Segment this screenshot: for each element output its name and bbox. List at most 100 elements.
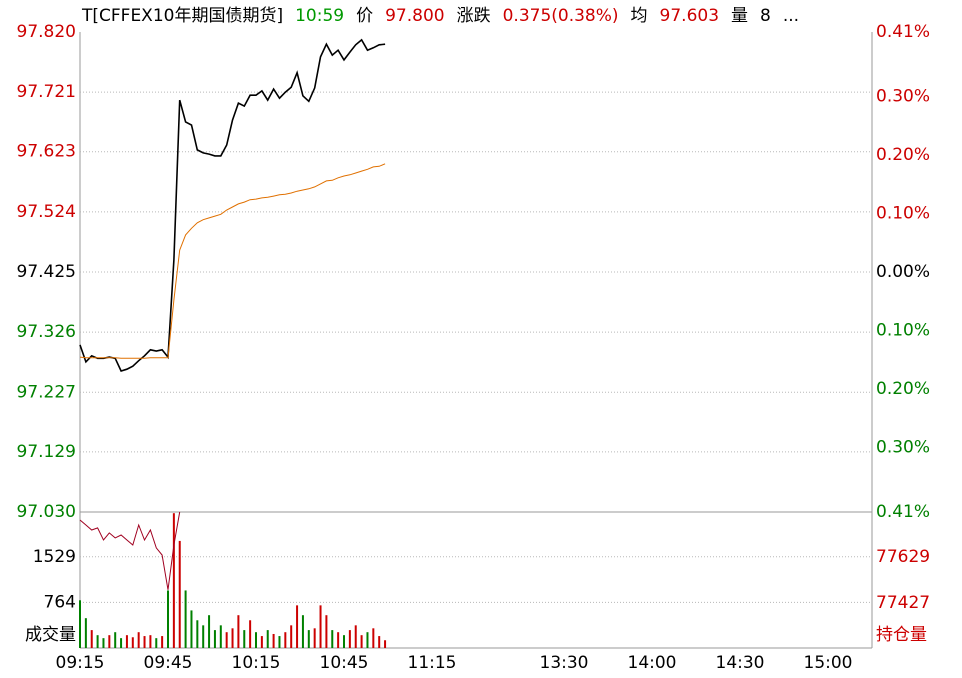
x-tick-label: 15:00 [804,653,853,673]
y2-tick-label: 0.00% [876,262,930,282]
x-tick-label: 13:30 [540,653,589,673]
volume-bar [296,605,299,648]
header-item: 97.800 [385,6,444,26]
volume-bar [225,632,228,648]
y-tick-label: 97.227 [17,382,76,402]
quote-header: T[CFFEX10年期国债期货] 10:59 价 97.800 涨跌 0.375(0.38… [81,6,799,26]
volume-bar [260,636,263,648]
volume-bar [96,635,99,648]
y2-tick-label: 0.30% [876,86,930,106]
volume-bar [278,636,281,648]
y-tick-label: 97.129 [17,442,76,462]
volume-bar [343,635,345,648]
volume-bar [178,540,181,648]
volume-bar [284,632,287,648]
volume-bar [266,630,269,648]
volume-bar [155,638,158,648]
header-item: 8 [760,6,771,26]
volume-tick-label: 1529 [33,547,76,567]
volume-bar [384,640,387,648]
volume-bar [319,605,322,648]
oi-label: 持仓量 [876,625,927,645]
oi-tick-label: 77629 [876,547,930,567]
header-item: 涨跌 [457,6,491,26]
header-item: 10:59 [295,6,344,26]
volume-bar [172,513,175,648]
y-tick-label: 97.820 [17,22,76,42]
y2-tick-label: 0.20% [876,379,930,399]
volume-label: 成交量 [25,625,76,645]
volume-tick-label: 764 [44,592,76,612]
volume-bar [190,610,193,648]
open-interest-line [79,511,181,590]
header-item: 量 [731,6,748,26]
volume-bar [307,630,310,648]
y-tick-label: 97.030 [17,502,76,522]
volume-bar [131,637,134,648]
header-item: ... [783,6,799,26]
volume-bar [255,632,257,648]
volume-bar [202,625,205,648]
volume-bar [208,615,211,648]
volume-bar [360,635,363,648]
volume-bar [114,632,117,648]
volume-bar [331,630,334,648]
y-tick-label: 97.623 [17,142,76,162]
volume-bar [196,620,199,648]
volume-bar [213,630,216,648]
volume-bar [237,615,240,648]
header-item: 均 [631,6,648,26]
volume-bar [108,635,111,648]
y2-tick-label: 0.41% [876,22,930,42]
y-tick-label: 97.524 [17,202,76,222]
average-line [79,163,386,359]
volume-bar [272,633,275,648]
x-tick-label: 09:45 [144,653,193,673]
x-tick-label: 10:15 [232,653,281,673]
header-item: T[CFFEX10年期国债期货] [81,6,283,26]
volume-bar [354,625,357,648]
volume-bar [301,615,304,648]
volume-bar [337,632,340,648]
volume-bar [219,625,222,648]
volume-bar [143,636,146,648]
y-tick-label: 97.721 [17,82,76,102]
y-tick-label: 97.425 [17,262,76,282]
volume-bar [125,635,128,648]
volume-bar [90,630,93,648]
volume-bar [231,628,234,648]
volume-bar [372,628,375,648]
y2-tick-label: 0.30% [876,438,930,458]
volume-bar [325,615,328,648]
oi-tick-label: 77427 [876,593,930,613]
volume-bar [137,632,140,648]
y2-tick-label: 0.20% [876,145,930,165]
x-tick-label: 09:15 [56,653,105,673]
x-tick-label: 10:45 [320,653,369,673]
y2-tick-label: 0.10% [876,321,930,341]
volume-bar [84,618,87,648]
volume-bar [102,638,105,648]
y-tick-label: 97.326 [17,322,76,342]
volume-bar [149,635,152,648]
volume-bar [79,600,81,648]
volume-bar [378,636,381,648]
header-item: 价 [356,6,373,26]
volume-bar [167,590,169,648]
y2-tick-label: 0.41% [876,502,930,522]
volume-bar [243,630,246,648]
volume-bar [348,630,351,648]
header-item: 0.375(0.38%) [503,6,619,26]
volume-bar [290,625,293,648]
volume-bar [313,628,316,648]
x-tick-label: 14:30 [716,653,765,673]
volume-bar [249,620,252,648]
y2-tick-label: 0.10% [876,203,930,223]
volume-bar [161,636,164,648]
volume-bar [184,590,187,648]
x-tick-label: 11:15 [408,653,457,673]
header-item: 97.603 [660,6,719,26]
volume-bar [366,632,369,648]
volume-bar [120,638,123,648]
